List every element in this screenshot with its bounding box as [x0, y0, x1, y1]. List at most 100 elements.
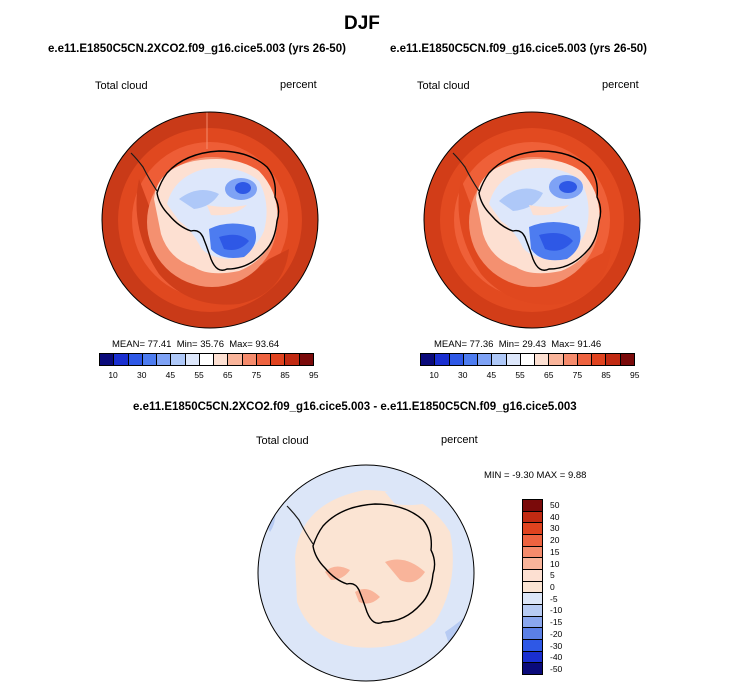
colorbar-swatch [523, 593, 542, 606]
diff-colorbar-tick-label: 5 [550, 570, 555, 581]
colorbar-swatch [523, 546, 542, 559]
colorbar-swatch [157, 354, 172, 365]
colorbar-swatch [435, 354, 450, 365]
colorbar-swatch [299, 354, 313, 365]
colorbar-swatch [620, 354, 634, 365]
diff-colorbar-tick-label: 10 [550, 558, 560, 569]
colorbar-swatch [128, 354, 143, 365]
colorbar-swatch [523, 511, 542, 524]
diff-colorbar-tick-label: 15 [550, 546, 560, 557]
colorbar-swatch [523, 640, 542, 652]
colorbar-swatch [171, 354, 186, 365]
panel2-min: 29.43 [522, 339, 546, 350]
panel2-polar-map [423, 111, 641, 329]
panel1-colorbar [99, 353, 314, 366]
colorbar-tick-label: 10 [429, 370, 439, 380]
colorbar-swatch [577, 354, 593, 365]
diff-colorbar-tick-label: -50 [550, 664, 563, 675]
colorbar-swatch [606, 354, 621, 365]
diff-polar-map [257, 464, 475, 682]
panel1-case-title: e.e11.E1850C5CN.2XCO2.f09_g16.cice5.003 … [48, 43, 346, 55]
colorbar-tick-label: 55 [515, 370, 525, 380]
diff-colorbar-tick-label: -30 [550, 640, 563, 651]
diff-minmax: MIN = -9.30 MAX = 9.88 [484, 470, 587, 481]
colorbar-tick-label: 45 [165, 370, 176, 380]
panel1-max: 93.64 [255, 339, 280, 350]
colorbar-tick-label: 55 [194, 370, 204, 380]
colorbar-tick-label: 95 [630, 370, 640, 380]
colorbar-swatch [271, 354, 286, 365]
diff-title: e.e11.E1850C5CN.2XCO2.f09_g16.cice5.003 … [133, 401, 577, 413]
panel1-variable-label: Total cloud [95, 80, 148, 92]
colorbar-swatch [478, 354, 493, 365]
colorbar-swatch [523, 616, 542, 629]
colorbar-swatch [549, 354, 564, 365]
diff-colorbar-tick-label: -10 [550, 605, 563, 616]
colorbar-tick-label: 65 [544, 370, 554, 380]
colorbar-swatch [228, 354, 243, 365]
colorbar-swatch [523, 651, 542, 664]
diff-colorbar-tick-label: 20 [550, 535, 560, 546]
colorbar-swatch [523, 628, 542, 641]
diff-colorbar-tick-label: 30 [550, 523, 560, 534]
colorbar-tick-label: 75 [572, 370, 583, 380]
colorbar-tick-label: 95 [309, 370, 319, 380]
colorbar-swatch [100, 354, 115, 365]
colorbar-swatch [463, 354, 479, 365]
colorbar-tick-label: 85 [280, 370, 290, 380]
colorbar-swatch [520, 354, 536, 365]
panel2-units-label: percent [602, 79, 639, 91]
diff-colorbar [522, 499, 543, 675]
colorbar-swatch [523, 558, 542, 571]
colorbar-tick-label: 10 [108, 370, 118, 380]
colorbar-swatch [523, 535, 542, 547]
colorbar-swatch [523, 605, 542, 617]
panel2-colorbar [420, 353, 635, 366]
diff-colorbar-tick-label: 50 [550, 499, 560, 510]
colorbar-tick-label: 30 [458, 370, 468, 380]
colorbar-swatch [523, 581, 542, 594]
colorbar-swatch [523, 500, 542, 512]
diff-colorbar-tick-label: 40 [550, 511, 560, 522]
colorbar-swatch [563, 354, 578, 365]
colorbar-swatch [523, 663, 542, 675]
colorbar-swatch [449, 354, 464, 365]
colorbar-tick-label: 85 [601, 370, 611, 380]
panel1-min: 35.76 [200, 339, 224, 350]
colorbar-swatch [285, 354, 300, 365]
panel2-variable-label: Total cloud [417, 80, 470, 92]
panel1-mean-label: MEAN= [112, 339, 145, 350]
panel2-mean-label: MEAN= [434, 339, 467, 350]
colorbar-swatch [256, 354, 272, 365]
panel2-min-label: Min= [498, 339, 520, 350]
panel2-max-label: Max= [551, 339, 575, 350]
colorbar-swatch [199, 354, 215, 365]
diff-colorbar-tick-label: 0 [550, 582, 555, 592]
panel1-stats: MEAN= 77.41 Min= 35.76 Max= 93.64 [112, 339, 279, 350]
colorbar-tick-label: 75 [251, 370, 262, 380]
colorbar-swatch [242, 354, 257, 365]
colorbar-swatch [523, 523, 542, 536]
colorbar-swatch [142, 354, 158, 365]
diff-colorbar-tick-label: -40 [550, 652, 563, 663]
panel2-max: 91.46 [577, 339, 602, 350]
panel1-mean: 77.41 [147, 339, 172, 350]
diff-units-label: percent [441, 434, 478, 446]
panel1-min-label: Min= [176, 339, 198, 350]
diff-colorbar-tick-label: -20 [550, 628, 563, 639]
colorbar-swatch [492, 354, 507, 365]
colorbar-tick-label: 45 [486, 370, 497, 380]
colorbar-tick-label: 30 [137, 370, 147, 380]
colorbar-swatch [421, 354, 436, 365]
colorbar-tick-label: 65 [223, 370, 233, 380]
panel2-mean: 77.36 [469, 339, 494, 350]
panel2-stats: MEAN= 77.36 Min= 29.43 Max= 91.46 [434, 339, 601, 350]
diff-colorbar-tick-label: -5 [550, 593, 558, 604]
colorbar-swatch [535, 354, 550, 365]
colorbar-swatch [185, 354, 200, 365]
panel1-polar-map [101, 111, 319, 329]
panel2-case-title: e.e11.E1850C5CN.f09_g16.cice5.003 (yrs 2… [390, 43, 648, 55]
colorbar-swatch [114, 354, 129, 365]
panel1-max-label: Max= [229, 339, 253, 350]
diff-colorbar-tick-label: -15 [550, 617, 563, 628]
